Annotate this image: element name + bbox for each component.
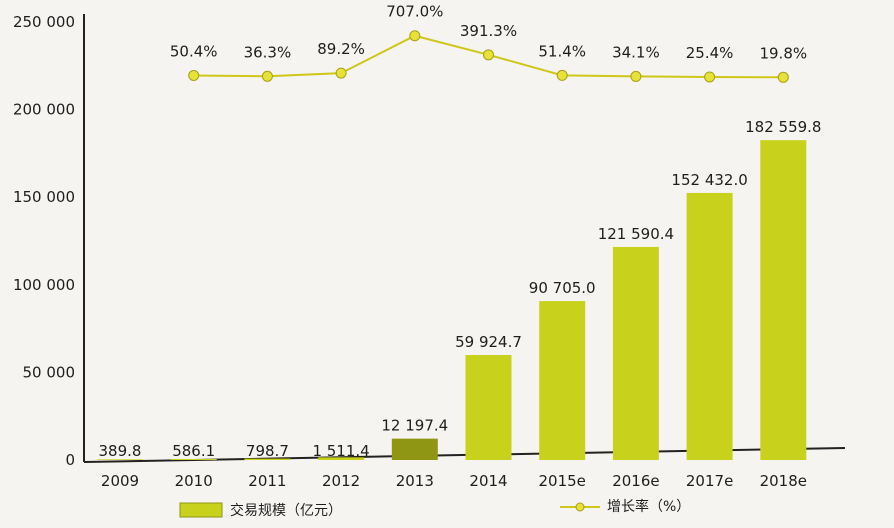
bar (318, 457, 365, 460)
bar (686, 192, 733, 460)
x-tick-label: 2014 (469, 472, 507, 490)
growth-label: 50.4% (170, 42, 218, 60)
bar-value-label: 798.7 (246, 442, 289, 460)
growth-point (704, 71, 716, 83)
growth-label: 25.4% (686, 44, 734, 62)
bar (391, 438, 438, 460)
growth-point (777, 71, 789, 83)
legend-line-label: 增长率（%） (607, 498, 690, 515)
x-tick-label: 2013 (396, 472, 434, 490)
bar-value-label: 121 590.4 (598, 225, 674, 243)
growth-point (483, 49, 494, 61)
bar-value-label: 59 924.7 (455, 333, 522, 351)
x-tick-label: 2011 (248, 472, 286, 490)
bar-value-label: 12 197.4 (381, 417, 448, 435)
y-tick-label: 200 000 (13, 101, 75, 119)
growth-point (630, 70, 642, 82)
y-tick-label: 0 (65, 451, 75, 469)
legend-bar-label: 交易规模（亿元） (230, 502, 342, 519)
growth-point (556, 69, 568, 81)
growth-point (188, 69, 200, 81)
bar (612, 246, 659, 460)
y-tick-label: 250 000 (13, 13, 75, 31)
bar (760, 140, 807, 461)
bar-value-label: 90 705.0 (529, 279, 596, 297)
x-tick-label: 2009 (101, 472, 139, 490)
legend-line-marker (575, 502, 585, 512)
bar-value-label: 1 511.4 (312, 442, 369, 460)
x-tick-label: 2015e (538, 472, 585, 490)
growth-point (409, 30, 421, 42)
legend-bar-swatch (179, 502, 223, 518)
x-tick-label: 2018e (760, 472, 807, 490)
x-tick-label: 2012 (322, 472, 360, 490)
bar-value-label: 389.8 (99, 442, 142, 460)
bar (97, 459, 143, 460)
growth-label: 391.3% (460, 22, 517, 40)
bar (539, 301, 586, 460)
growth-label: 19.8% (759, 44, 807, 62)
y-tick-label: 150 000 (13, 188, 75, 206)
bar (244, 458, 291, 460)
growth-label: 707.0% (386, 3, 443, 21)
growth-label: 51.4% (538, 42, 586, 60)
x-tick-label: 2016e (612, 472, 659, 490)
bar-value-label: 152 432.0 (671, 171, 747, 189)
growth-point (261, 70, 273, 82)
growth-point (335, 67, 347, 79)
bar-value-label: 586.1 (172, 442, 215, 460)
x-tick-label: 2010 (175, 472, 213, 490)
growth-label: 89.2% (317, 40, 365, 58)
y-tick-label: 50 000 (23, 363, 76, 381)
growth-label: 36.3% (244, 43, 292, 61)
x-tick-label: 2017e (686, 472, 733, 490)
growth-label: 34.1% (612, 43, 660, 61)
y-tick-label: 100 000 (13, 276, 75, 294)
bar-value-label: 182 559.8 (745, 118, 821, 136)
bar (170, 458, 217, 460)
bar (465, 355, 512, 460)
